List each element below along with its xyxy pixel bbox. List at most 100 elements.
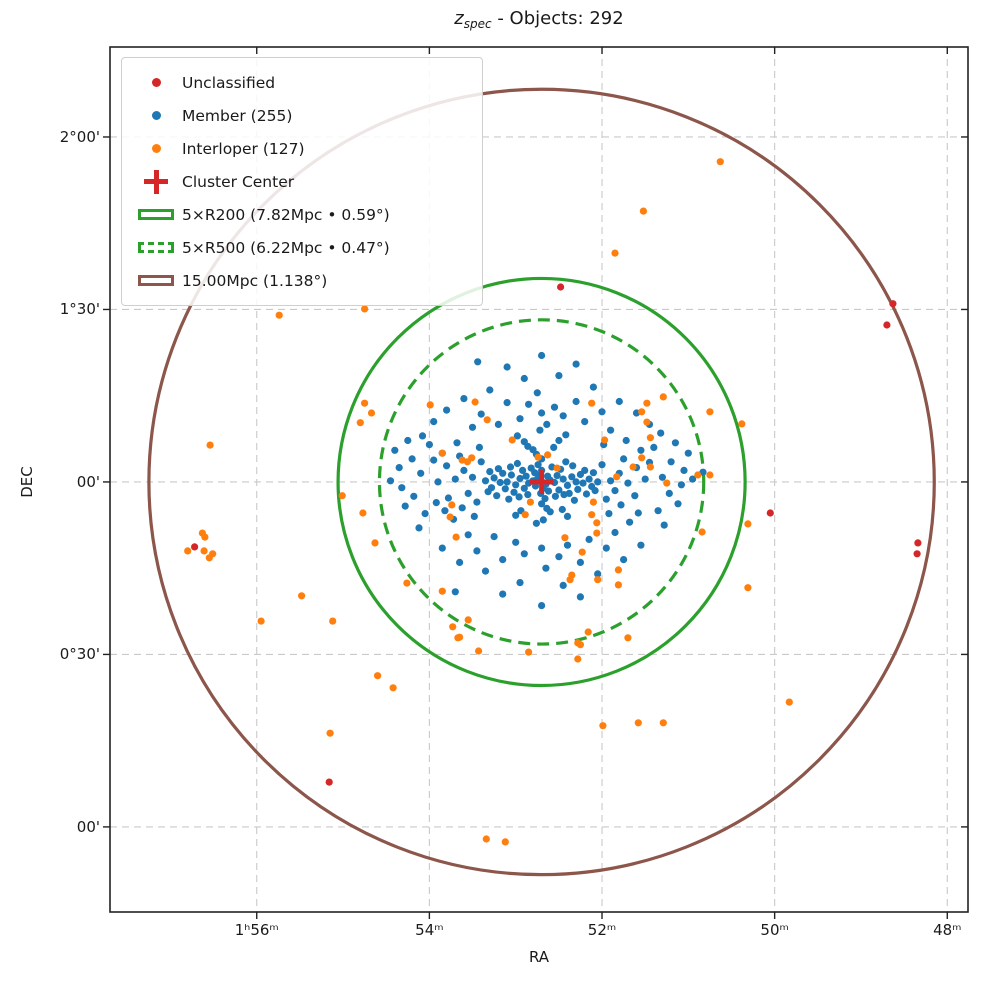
scatter-point	[581, 418, 589, 426]
scatter-point	[477, 410, 485, 418]
scatter-point	[408, 455, 416, 463]
scatter-point	[417, 469, 425, 477]
x-tick-label: 54ᵐ	[415, 921, 444, 939]
scatter-point	[468, 454, 476, 462]
scatter-point	[329, 617, 337, 625]
scatter-point	[634, 719, 642, 727]
scatter-point	[507, 471, 515, 479]
scatter-point	[486, 468, 494, 476]
legend-label: 5×R200 (7.82Mpc • 0.59°)	[182, 205, 390, 224]
scatter-point	[914, 539, 922, 547]
15mpc-circle	[147, 87, 936, 877]
scatter-point	[438, 544, 446, 552]
scatter-point	[538, 409, 546, 417]
scatter-point	[643, 418, 651, 426]
scatter-point	[913, 550, 921, 558]
scatter-point	[474, 358, 482, 366]
scatter-point	[494, 420, 502, 428]
scatter-point	[641, 475, 649, 483]
scatter-point	[534, 461, 542, 469]
scatter-point	[475, 443, 483, 451]
plot-border	[109, 46, 969, 913]
scatter-point	[689, 475, 697, 483]
scatter-point	[506, 463, 515, 471]
scatter-point	[624, 634, 632, 642]
scatter-point	[538, 544, 546, 552]
scatter-point	[639, 207, 648, 215]
legend-box: Unclassified Member (255) Interloper (12…	[121, 57, 483, 306]
scatter-point	[538, 602, 546, 610]
scatter-point	[536, 426, 544, 434]
scatter-point	[539, 516, 547, 524]
scatter-point	[637, 446, 645, 454]
scatter-point	[468, 423, 477, 431]
scatter-point	[553, 472, 561, 480]
scatter-point	[558, 505, 566, 514]
scatter-point	[889, 300, 897, 308]
scatter-point	[572, 478, 580, 486]
scatter-point	[594, 570, 602, 578]
scatter-point	[464, 531, 472, 539]
member-dot-marker	[130, 111, 182, 120]
scatter-point	[325, 778, 333, 786]
scatter-point	[544, 451, 552, 459]
scatter-point	[605, 509, 613, 518]
scatter-point	[629, 463, 637, 471]
scatter-point	[634, 509, 642, 517]
scatter-point	[620, 556, 628, 564]
scatter-point	[448, 501, 456, 509]
scatter-point	[620, 455, 628, 463]
scatter-point	[452, 533, 460, 541]
scatter-point	[584, 628, 592, 636]
scatter-point	[418, 432, 427, 440]
y-axis-label: DEC	[18, 466, 36, 498]
scatter-point	[607, 477, 615, 485]
scatter-point	[576, 593, 585, 601]
scatter-point	[601, 436, 609, 444]
scatter-point	[473, 547, 481, 555]
x-tick-label: 48ᵐ	[933, 921, 962, 939]
r500-circle-swatch	[130, 242, 182, 253]
scatter-point	[451, 588, 459, 596]
scatter-point	[622, 436, 630, 445]
scatter-point	[525, 400, 533, 408]
scatter-point	[684, 449, 692, 457]
series-interloper	[184, 158, 793, 846]
scatter-point	[593, 519, 601, 527]
scatter-point	[657, 429, 665, 437]
scatter-point	[527, 464, 535, 472]
scatter-point	[490, 474, 498, 482]
scatter-point	[572, 397, 580, 406]
scatter-point	[471, 398, 479, 406]
scatter-point	[599, 722, 607, 730]
scatter-point	[559, 581, 567, 590]
scatter-point	[257, 617, 265, 625]
scatter-point	[680, 466, 688, 474]
scatter-point	[744, 520, 752, 528]
scatter-point	[338, 492, 346, 500]
scatter-point	[451, 475, 459, 483]
scatter-point	[614, 581, 623, 589]
legend-label: Member (255)	[182, 106, 293, 125]
interloper-dot-marker	[130, 144, 182, 153]
x-axis-label: RA	[528, 948, 550, 966]
scatter-point	[585, 535, 593, 544]
scatter-point	[578, 548, 586, 556]
scatter-point	[565, 489, 573, 497]
scatter-point	[184, 547, 192, 555]
scatter-point	[555, 372, 563, 380]
title-z: z	[454, 8, 464, 29]
scatter-point	[453, 439, 461, 447]
scatter-point	[614, 566, 623, 574]
scatter-point	[624, 479, 632, 487]
scatter-point	[598, 461, 606, 469]
scatter-point	[658, 473, 667, 481]
scatter-point	[674, 500, 682, 508]
scatter-point	[501, 485, 509, 493]
scatter-point	[544, 472, 552, 480]
scatter-point	[456, 633, 464, 641]
scatter-point	[520, 438, 528, 446]
scatter-point	[588, 399, 596, 407]
scatter-point	[538, 500, 546, 508]
scatter-point	[326, 729, 334, 737]
